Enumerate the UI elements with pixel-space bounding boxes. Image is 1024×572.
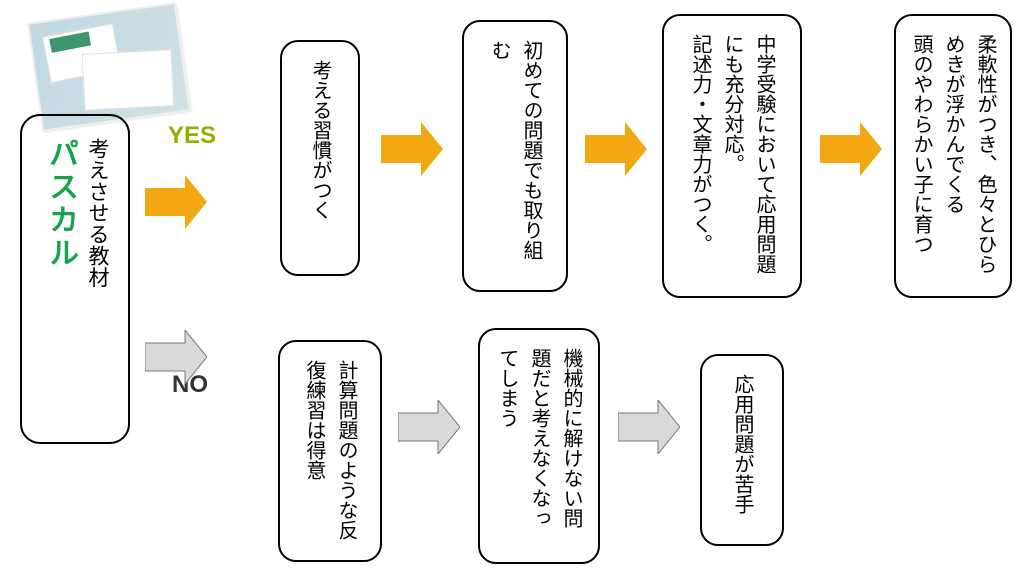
source-title: 考えさせる教材 [82, 138, 112, 288]
flow-box-text: 記述力・文章力がつく。 [684, 34, 716, 254]
flow-box-text: 計算問題のような反復練習は得意 [298, 360, 362, 542]
flow-box-yes: 中学受験において応用問題にも充分対応。記述力・文章力がつく。 [662, 14, 802, 298]
flow-box-no: 計算問題のような反復練習は得意 [278, 340, 382, 562]
flow-box-yes: 柔軟性がつき、色々とひらめきが浮かんでくる頭のやわらかい子に育つ [894, 14, 1012, 298]
arrow-yes-icon [145, 175, 207, 229]
flow-box-text: 頭のやわらかい子に育つ [905, 34, 937, 254]
flow-box-yes: 初めての問題でも取り組む [462, 20, 568, 292]
flow-box-text: 中学受験において応用問題にも充分対応。 [716, 34, 780, 278]
flow-box-no: 機械的に解けない問題だと考えなくなってしまう [478, 328, 600, 564]
arrow-no-icon [398, 400, 460, 454]
flow-box-no: 応用問題が苦手 [700, 354, 784, 546]
arrow-no-icon [618, 400, 680, 454]
label-yes: YES [168, 122, 216, 150]
arrow-yes-icon [820, 122, 882, 176]
source-brand: パスカル [38, 138, 82, 270]
arrow-yes-icon [381, 122, 443, 176]
arrow-no-icon [145, 330, 207, 384]
source-box: パスカル 考えさせる教材 [20, 114, 130, 444]
arrow-yes-icon [585, 122, 647, 176]
flow-box-text: 考える習慣がつく [304, 60, 336, 220]
flow-box-text: 柔軟性がつき、色々とひらめきが浮かんでくる [937, 34, 1001, 278]
flow-box-text: 初めての問題でも取り組む [483, 40, 547, 272]
flow-box-yes: 考える習慣がつく [280, 40, 360, 276]
product-photo [27, 2, 191, 132]
flow-box-text: 応用問題が苦手 [726, 374, 758, 514]
flow-box-text: 機械的に解けない問題だと考えなくなってしまう [491, 348, 587, 544]
